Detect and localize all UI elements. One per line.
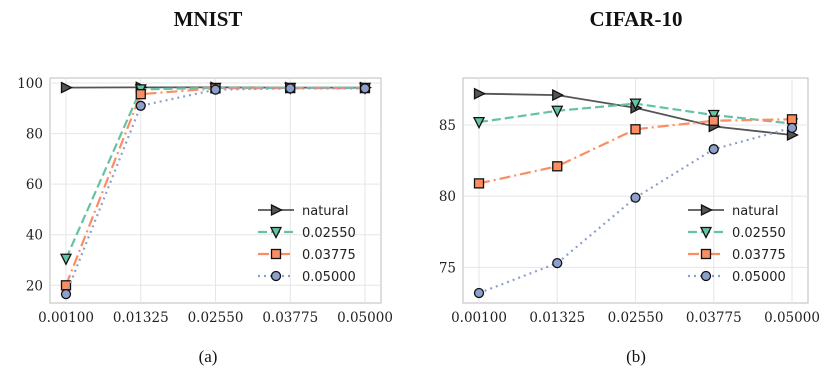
y-tick-label: 85 [439, 118, 456, 134]
data-point [630, 192, 641, 203]
y-tick-label: 80 [439, 189, 456, 205]
series-0.03775 [473, 114, 798, 189]
legend-marker [269, 226, 283, 239]
series-0.05000 [60, 83, 371, 300]
x-tick-label: 0.03775 [686, 310, 742, 326]
chart-panel-b: CIFAR-10 (b) 0.00100 0.01325 0.02550 0.03775 0… [439, 7, 820, 366]
x-tick-label: 0.01325 [529, 310, 585, 326]
data-point [135, 100, 146, 111]
x-tick-label: 0.00100 [451, 310, 507, 326]
data-point [473, 87, 486, 100]
data-point [552, 257, 563, 269]
chart-caption: (b) [626, 347, 646, 366]
data-point [472, 116, 486, 130]
data-point [60, 81, 73, 94]
legend-marker [700, 248, 712, 260]
y-tick-label: 40 [26, 228, 43, 244]
legend-label: natural [302, 204, 348, 219]
legend-label: 0.02550 [732, 226, 786, 241]
series-line [478, 126, 793, 295]
data-point [708, 144, 719, 155]
y-tick-label: 60 [26, 177, 43, 193]
legend-label: 0.05000 [302, 270, 356, 285]
legend: natural 0.02550 0.03775 0.05000 [688, 203, 786, 285]
legend-label: 0.02550 [302, 226, 356, 241]
legend-marker [270, 203, 283, 217]
data-point [60, 289, 72, 300]
data-point [210, 84, 221, 95]
data-point [552, 89, 565, 102]
legend-marker [700, 270, 712, 282]
series-line [64, 87, 365, 295]
x-tick-label: 0.00100 [38, 310, 94, 326]
data-point [473, 287, 485, 299]
legend-label: natural [732, 204, 778, 219]
data-point [629, 98, 642, 111]
legend-label: 0.05000 [732, 270, 786, 285]
data-point [59, 253, 73, 266]
data-point [786, 122, 798, 133]
data-point [630, 124, 641, 135]
data-point [708, 115, 719, 126]
legend: natural 0.02550 0.03775 0.05000 [258, 203, 356, 285]
series-0.05000 [473, 122, 798, 299]
data-point [135, 89, 146, 100]
legend-label: 0.03775 [732, 248, 786, 263]
x-tick-label: 0.03775 [262, 310, 318, 326]
legend-marker [699, 226, 713, 239]
x-tick-label: 0.05000 [764, 310, 820, 326]
data-point [551, 105, 564, 118]
x-tick-label: 0.05000 [337, 310, 393, 326]
data-point [473, 178, 485, 189]
data-point [786, 114, 798, 125]
y-tick-label: 100 [17, 76, 43, 92]
y-tick-label: 75 [439, 260, 456, 276]
data-point [707, 109, 720, 122]
x-tick-label: 0.02550 [608, 310, 664, 326]
x-tick-label: 0.01325 [113, 310, 169, 326]
data-point [359, 83, 371, 94]
legend-marker [270, 248, 282, 260]
legend-marker [700, 203, 713, 217]
chart-title: MNIST [174, 7, 243, 31]
legend-label: 0.03775 [302, 248, 356, 263]
data-point [285, 83, 296, 94]
y-tick-label: 20 [26, 278, 43, 294]
series-0.02550 [472, 98, 799, 131]
chart-title: CIFAR-10 [590, 7, 683, 31]
y-tick-label: 80 [26, 127, 43, 143]
chart-caption: (a) [199, 347, 218, 366]
data-point [552, 161, 563, 172]
legend-marker [270, 270, 282, 282]
chart-panel-a: MNIST (a) 0.00100 0.01325 0.02550 0.03775 0.05… [17, 7, 393, 366]
x-tick-label: 0.02550 [188, 310, 244, 326]
